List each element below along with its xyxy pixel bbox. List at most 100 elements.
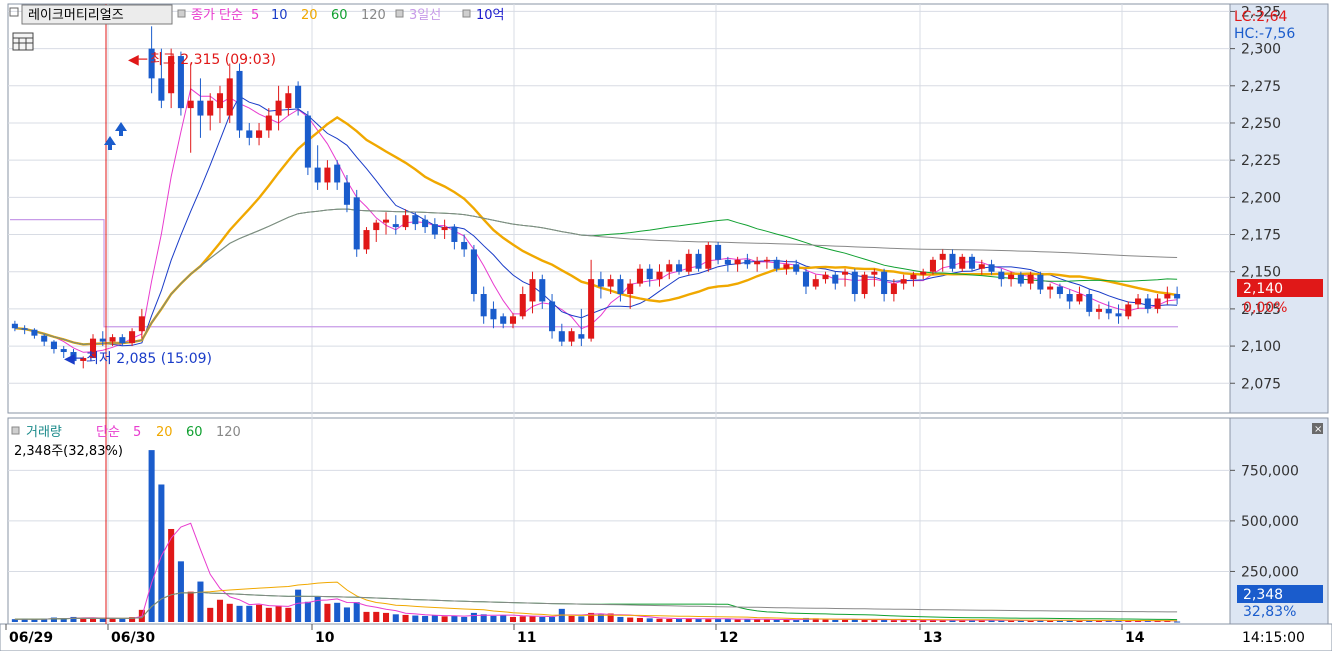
volume-bar[interactable] <box>929 620 936 622</box>
candle[interactable] <box>675 259 683 275</box>
candle[interactable] <box>959 253 966 272</box>
volume-bar[interactable] <box>812 618 819 622</box>
candle[interactable] <box>11 320 18 332</box>
volume-bar[interactable] <box>763 619 770 622</box>
candle[interactable] <box>724 256 731 272</box>
volume-bar[interactable] <box>441 616 448 622</box>
candle[interactable] <box>646 264 653 287</box>
candle[interactable] <box>666 259 673 280</box>
candle[interactable] <box>705 241 712 272</box>
candle[interactable] <box>50 340 57 354</box>
volume-bar[interactable] <box>988 620 995 622</box>
candle[interactable] <box>627 279 634 309</box>
volume-bar[interactable] <box>265 607 272 622</box>
volume-bar[interactable] <box>500 615 507 622</box>
candle[interactable] <box>1095 304 1103 320</box>
volume-bar[interactable] <box>99 618 106 622</box>
candle[interactable] <box>998 268 1005 287</box>
volume-bar[interactable] <box>295 589 302 622</box>
volume-bar[interactable] <box>275 605 282 622</box>
candle[interactable] <box>1135 294 1142 309</box>
price-axis[interactable] <box>1229 3 1329 414</box>
candle[interactable] <box>1154 294 1161 314</box>
volume-bar[interactable] <box>851 618 858 622</box>
volume-bar[interactable] <box>695 618 702 622</box>
volume-bar[interactable] <box>373 611 380 622</box>
volume-bar[interactable] <box>597 614 604 622</box>
candle[interactable] <box>939 249 946 272</box>
candle[interactable] <box>470 244 477 302</box>
candle[interactable] <box>314 145 321 190</box>
volume-bar[interactable] <box>363 611 370 622</box>
candle[interactable] <box>187 63 194 153</box>
candle[interactable] <box>1115 304 1122 324</box>
volume-bar[interactable] <box>177 561 184 622</box>
volume-bar[interactable] <box>744 619 751 622</box>
volume-bar[interactable] <box>1076 620 1083 622</box>
candle[interactable] <box>89 334 97 358</box>
volume-bar[interactable] <box>236 605 243 622</box>
volume-bar[interactable] <box>539 616 546 622</box>
candle[interactable] <box>900 274 907 290</box>
volume-bar[interactable] <box>80 617 87 622</box>
candle[interactable] <box>490 301 497 329</box>
volume-bar[interactable] <box>607 613 614 622</box>
volume-ma-120[interactable]: 120 <box>216 425 241 440</box>
volume-bar[interactable] <box>1056 620 1063 622</box>
candle[interactable] <box>597 271 604 299</box>
candle[interactable] <box>119 334 126 347</box>
volume-bar[interactable] <box>724 618 731 622</box>
candle[interactable] <box>21 325 28 335</box>
stock-name-box[interactable] <box>21 4 173 25</box>
volume-bar[interactable] <box>11 619 18 622</box>
line3-label[interactable]: 3일선 <box>409 8 441 23</box>
volume-bar[interactable] <box>861 619 868 622</box>
volume-bar[interactable] <box>939 620 946 622</box>
candle[interactable] <box>158 48 165 109</box>
volume-bar[interactable] <box>568 615 575 622</box>
candle[interactable] <box>431 218 438 239</box>
candle[interactable] <box>1056 283 1063 299</box>
candle[interactable] <box>812 274 819 290</box>
candle[interactable] <box>422 215 429 234</box>
volume-bar[interactable] <box>334 602 341 622</box>
candle[interactable] <box>207 93 214 131</box>
volume-bar[interactable] <box>549 616 556 622</box>
volume-bar[interactable] <box>1027 620 1034 622</box>
candle[interactable] <box>949 249 956 272</box>
volume-ma-label[interactable]: 단순 <box>96 425 120 440</box>
volume-bar[interactable] <box>1144 620 1151 622</box>
candle[interactable] <box>822 271 829 284</box>
candle[interactable] <box>138 308 145 339</box>
candle[interactable] <box>881 268 888 302</box>
volume-bar[interactable] <box>21 618 28 622</box>
candle[interactable] <box>382 212 390 235</box>
candle[interactable] <box>754 256 761 272</box>
candle[interactable] <box>1027 271 1034 290</box>
volume-bar[interactable] <box>802 617 810 622</box>
volume-bar[interactable] <box>978 620 985 622</box>
volume-bar[interactable] <box>1115 620 1122 622</box>
candle[interactable] <box>31 328 38 339</box>
volume-bar[interactable] <box>734 619 741 622</box>
volume-bar[interactable] <box>617 616 624 622</box>
volume-bar[interactable] <box>1125 620 1132 622</box>
candle[interactable] <box>41 334 48 347</box>
volume-bar[interactable] <box>480 614 487 622</box>
candle[interactable] <box>793 259 800 275</box>
volume-bar[interactable] <box>509 616 517 622</box>
volume-bar[interactable] <box>842 619 849 622</box>
volume-bar[interactable] <box>285 607 292 622</box>
candle[interactable] <box>500 313 507 329</box>
candle[interactable] <box>617 274 624 302</box>
candle[interactable] <box>216 85 224 123</box>
volume-bar[interactable] <box>1008 620 1015 622</box>
candle[interactable] <box>129 328 136 347</box>
volume-bar[interactable] <box>89 618 97 622</box>
candle[interactable] <box>334 160 341 190</box>
volume-bar[interactable] <box>715 618 722 622</box>
candle[interactable] <box>461 234 468 257</box>
candle[interactable] <box>60 346 67 358</box>
volume-bar[interactable] <box>754 619 761 622</box>
